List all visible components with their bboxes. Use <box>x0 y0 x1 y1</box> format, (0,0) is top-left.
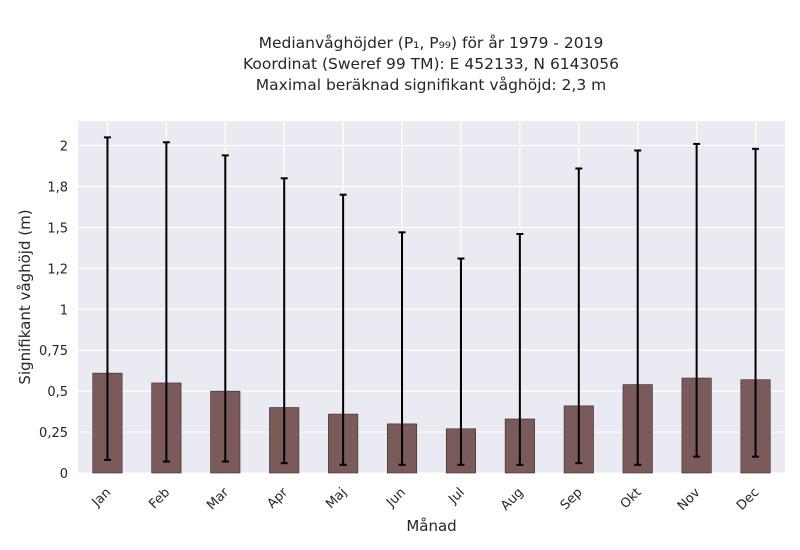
y-tick-label: 1,5 <box>47 221 68 236</box>
x-tick-label: Apr <box>265 485 292 512</box>
y-tick-label: 1,8 <box>47 180 68 195</box>
title-line-1: Medianvåghöjder (P₁, P₉₉) för år 1979 - … <box>258 34 604 52</box>
x-tick-label: Mar <box>204 485 232 513</box>
x-tick-label: Nov <box>675 485 704 514</box>
y-tick-label: 0,75 <box>39 344 68 359</box>
error-bars <box>103 136 760 466</box>
y-axis-ticks: 0 0,25 0,5 0,75 1 1,2 1,5 1,8 2 <box>39 140 68 482</box>
chart-title: Medianvåghöjder (P₁, P₉₉) för år 1979 - … <box>0 33 800 96</box>
x-tick-label: Dec <box>734 485 762 513</box>
x-tick-label: Jan <box>89 485 114 510</box>
x-tick-label: Aug <box>498 485 527 514</box>
y-tick-label: 1,2 <box>47 262 68 277</box>
y-tick-label: 2 <box>60 140 68 155</box>
x-tick-label: Jun <box>383 485 409 511</box>
y-tick-label: 0,5 <box>47 385 68 400</box>
y-tick-label: 0 <box>60 467 68 482</box>
title-line-3: Maximal beräknad signifikant våghöjd: 2,… <box>255 76 607 94</box>
x-tick-label: Jul <box>445 485 467 507</box>
title-line-2: Koordinat (Sweref 99 TM): E 452133, N 61… <box>243 55 619 73</box>
x-tick-label: Okt <box>618 485 645 512</box>
plot-area <box>78 121 785 473</box>
y-tick-label: 0,25 <box>39 426 68 441</box>
x-axis-ticks: Jan Feb Mar Apr Maj Jun Jul Aug Sep Okt Nov Dec <box>89 485 763 514</box>
x-tick-label: Maj <box>323 485 350 512</box>
x-tick-label: Feb <box>146 485 173 512</box>
x-tick-label: Sep <box>558 485 586 513</box>
x-axis-label: Månad <box>406 517 456 535</box>
y-tick-label: 1 <box>60 303 68 318</box>
y-axis-label: Signifikant våghöjd (m) <box>16 209 34 384</box>
